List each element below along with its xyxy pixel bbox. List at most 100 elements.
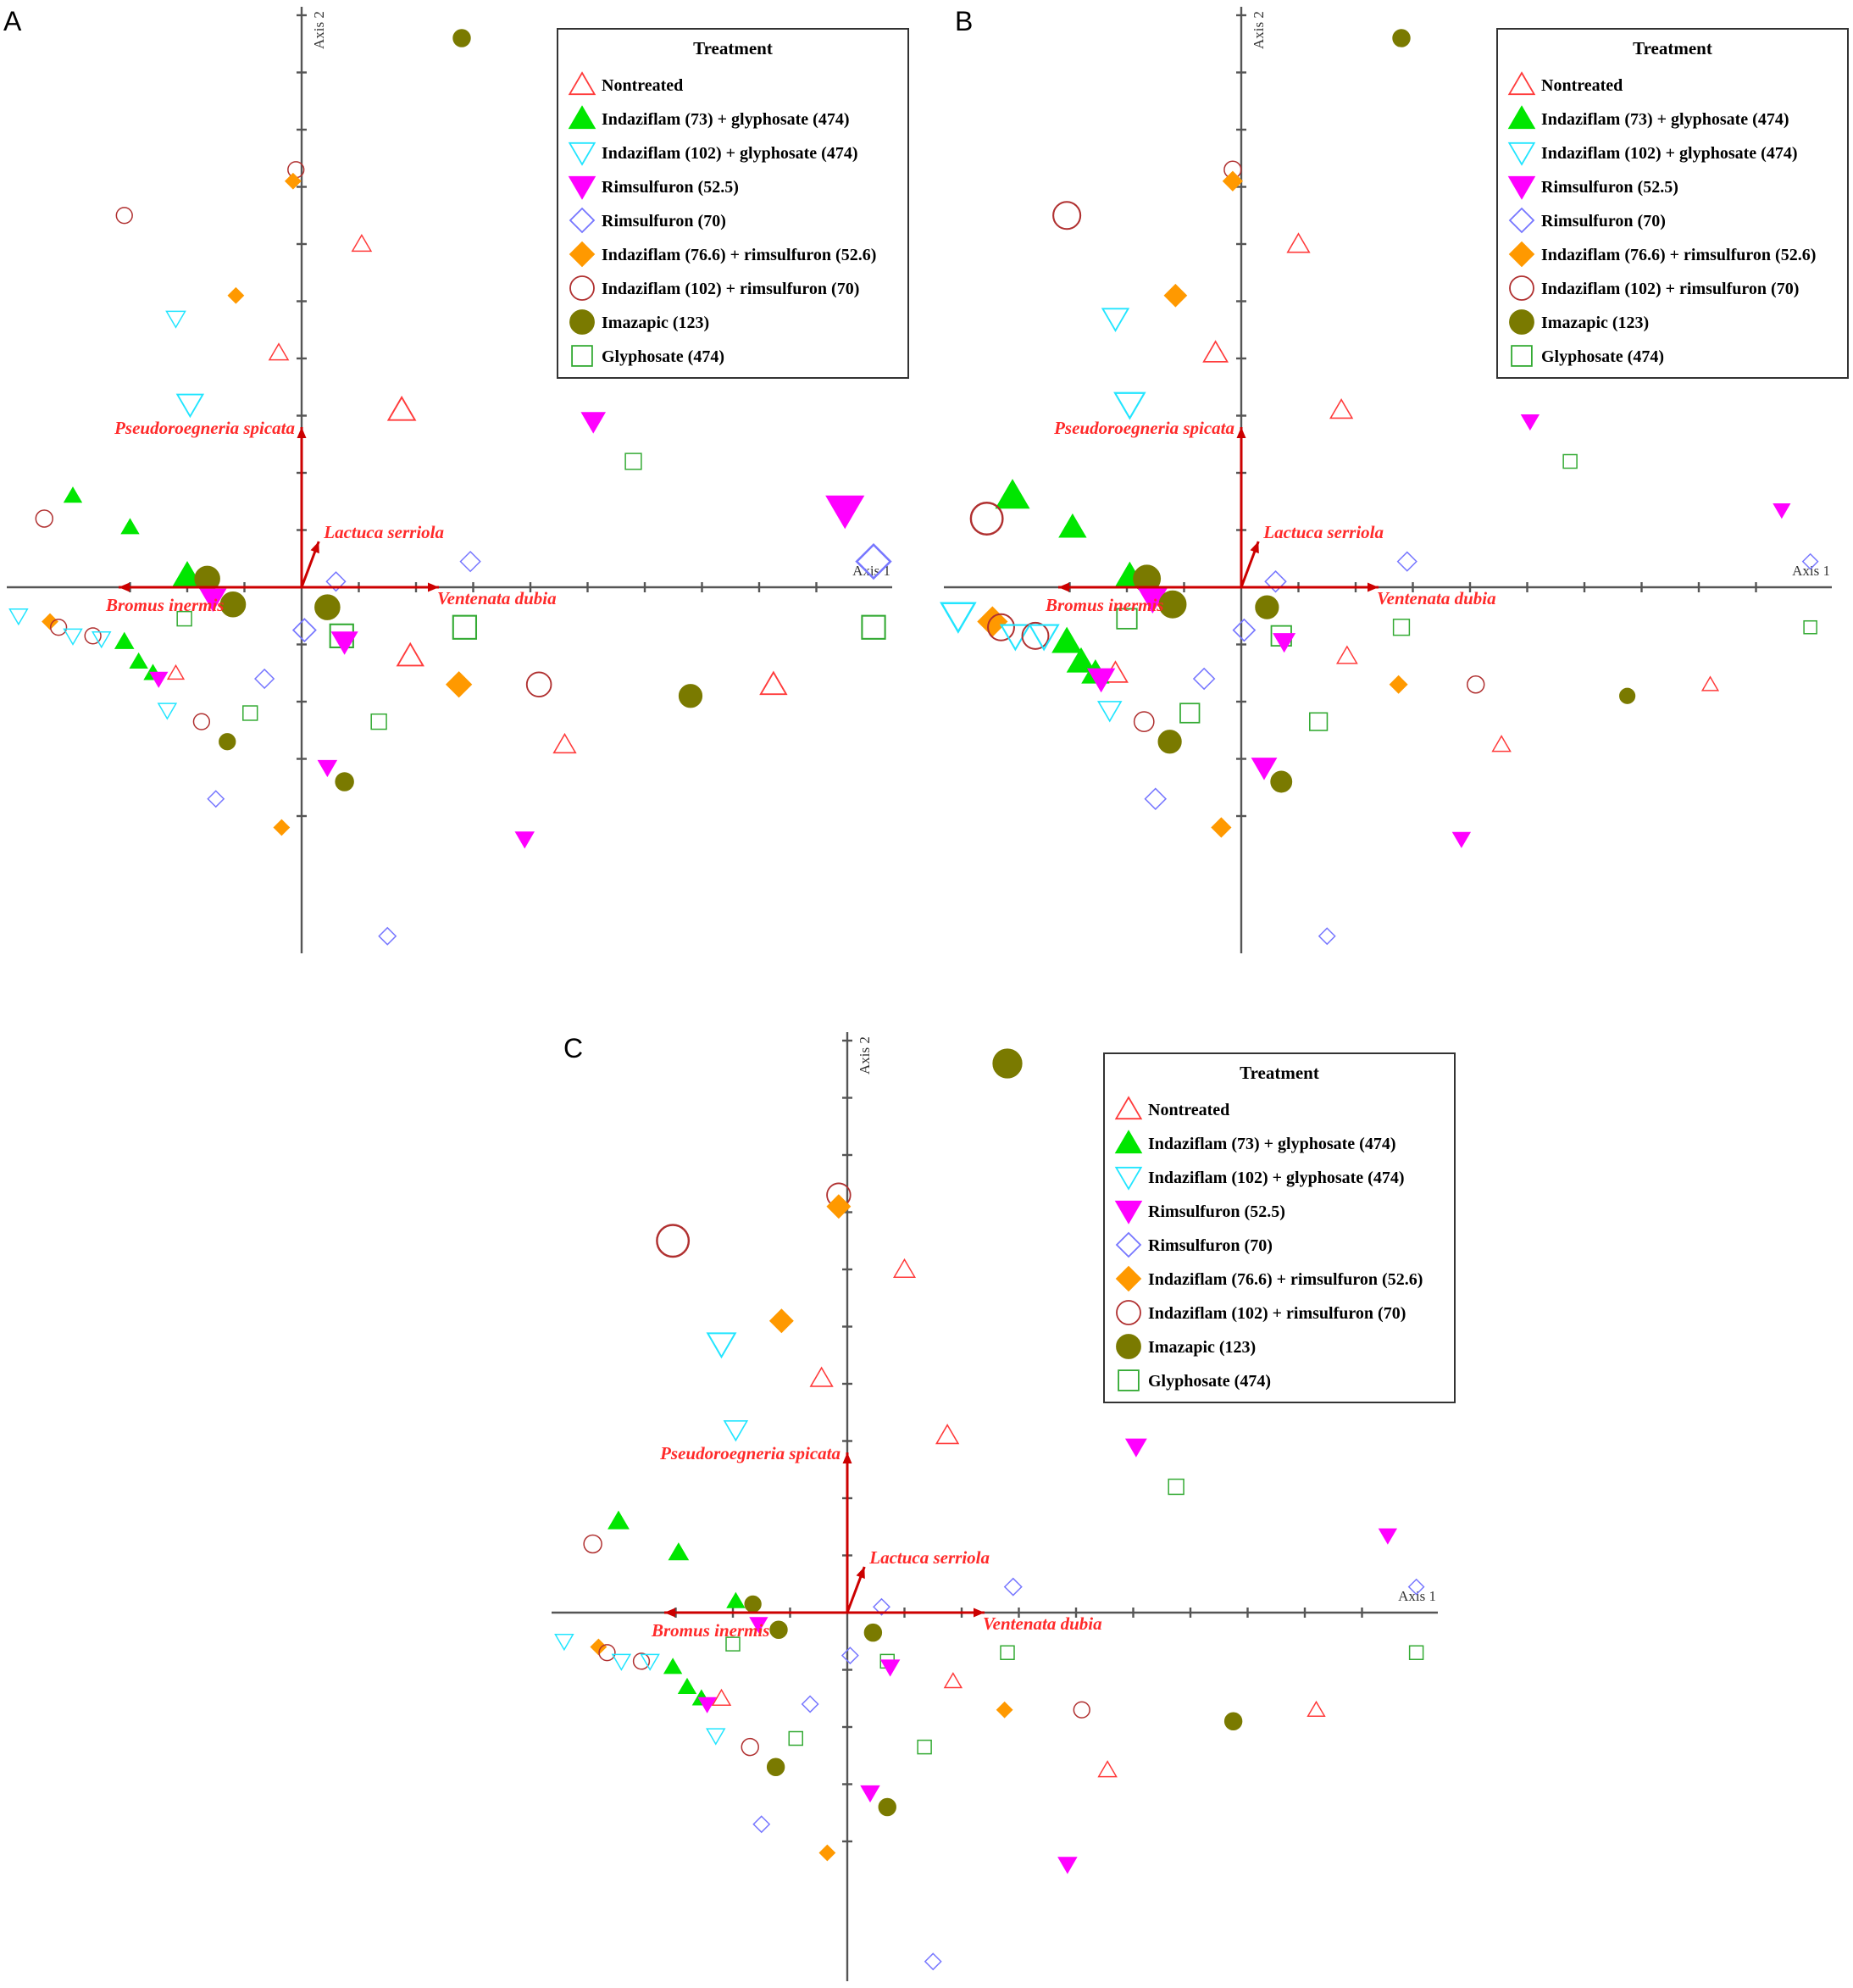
point-ind102gly bbox=[1101, 308, 1130, 332]
vector-arrowhead bbox=[974, 1608, 985, 1618]
point-ind102rim bbox=[969, 502, 1004, 536]
point-ind102gly bbox=[91, 631, 112, 649]
point-gly bbox=[1168, 1478, 1184, 1496]
point-imaz bbox=[863, 1623, 883, 1642]
vector-arrowhead bbox=[1058, 582, 1069, 592]
point-gly bbox=[1408, 1645, 1424, 1660]
legend-label-ind73gly: Indaziflam (73) + glyphosate (474) bbox=[1148, 1135, 1396, 1153]
point-ind102gly bbox=[175, 393, 205, 419]
point-rim70 bbox=[1396, 551, 1417, 572]
point-rim52 bbox=[1273, 633, 1296, 653]
point-rim52 bbox=[580, 412, 607, 434]
point-rim52 bbox=[697, 1696, 717, 1713]
y-axis-label: Axis 2 bbox=[311, 11, 327, 49]
point-nontreated bbox=[1329, 398, 1354, 419]
legend-label-nontreated: Nontreated bbox=[1541, 76, 1623, 95]
vector-arrowhead bbox=[1250, 541, 1259, 554]
point-rim70 bbox=[1232, 618, 1257, 642]
point-ind102rim bbox=[192, 713, 211, 730]
point-rim70 bbox=[207, 790, 225, 808]
panel-letter: A bbox=[3, 6, 22, 36]
point-ind766rim bbox=[996, 1701, 1013, 1719]
point-gly bbox=[1179, 702, 1201, 724]
vector-arrowhead bbox=[856, 1567, 865, 1580]
point-rim52 bbox=[879, 1659, 901, 1677]
legend-box bbox=[1496, 28, 1849, 379]
point-ind102rim bbox=[987, 613, 1015, 641]
point-ind102gly bbox=[723, 1420, 749, 1442]
vector-label: Lactuca serriola bbox=[1262, 522, 1384, 542]
point-ind102gly bbox=[63, 628, 83, 646]
point-nontreated bbox=[552, 732, 577, 754]
data-points bbox=[554, 1048, 1425, 1971]
point-nontreated bbox=[1097, 1760, 1118, 1778]
legend-marker-gly bbox=[571, 345, 593, 367]
legend-label-rim70: Rimsulfuron (70) bbox=[602, 212, 726, 230]
legend-title: Treatment bbox=[693, 38, 773, 58]
vector-arrowhead bbox=[1236, 427, 1246, 438]
point-ind766rim bbox=[1211, 817, 1232, 838]
point-gly bbox=[1309, 712, 1329, 731]
point-rim52 bbox=[149, 671, 169, 688]
point-ind73gly bbox=[1058, 513, 1087, 538]
point-rim70 bbox=[254, 668, 275, 690]
legend-label-gly: Glyphosate (474) bbox=[1148, 1372, 1271, 1391]
point-ind102gly bbox=[1113, 391, 1146, 420]
point-rim52 bbox=[1520, 414, 1540, 431]
legend-marker-rim52 bbox=[1114, 1200, 1143, 1224]
point-nontreated bbox=[1307, 1700, 1326, 1718]
point-ind102rim bbox=[1021, 621, 1050, 650]
legend-label-ind766rim: Indaziflam (76.6) + rimsulfuron (52.6) bbox=[602, 246, 876, 264]
point-nontreated bbox=[166, 664, 186, 680]
point-rim70 bbox=[752, 1815, 771, 1834]
legend-label-ind102rim: Indaziflam (102) + rimsulfuron (70) bbox=[602, 280, 859, 298]
legend-label-rim70: Rimsulfuron (70) bbox=[1541, 212, 1666, 230]
point-ind766rim bbox=[445, 671, 473, 698]
point-ind102gly bbox=[554, 1634, 574, 1652]
legend-marker-imaz bbox=[569, 309, 595, 335]
x-axis-label: Axis 1 bbox=[1398, 1588, 1436, 1604]
point-ind102gly bbox=[8, 608, 29, 626]
point-ind73gly bbox=[129, 652, 148, 669]
legend: Treatment Nontreated Indaziflam (73) + gly… bbox=[557, 28, 909, 379]
point-ind102rim bbox=[49, 619, 68, 636]
point-rim70 bbox=[855, 542, 892, 580]
point-imaz bbox=[1223, 1712, 1243, 1730]
legend-marker-ind102gly bbox=[1507, 142, 1536, 166]
legend-box bbox=[557, 28, 909, 379]
point-ind102rim bbox=[1052, 201, 1082, 230]
point-imaz bbox=[1392, 29, 1411, 47]
legend-marker-rim52 bbox=[1507, 175, 1536, 200]
point-ind73gly bbox=[668, 1542, 690, 1561]
point-imaz bbox=[744, 1595, 762, 1613]
point-gly bbox=[917, 1739, 932, 1755]
point-ind102gly bbox=[940, 602, 977, 634]
point-nontreated bbox=[943, 1672, 963, 1689]
point-rim52 bbox=[860, 1785, 880, 1803]
vector-label: Pseudoroegneria spicata bbox=[114, 418, 295, 438]
vector-label: Bromus inermis bbox=[1045, 595, 1163, 615]
legend-marker-imaz bbox=[1116, 1334, 1141, 1359]
legend-marker-ind102gly bbox=[568, 142, 596, 166]
point-imaz bbox=[992, 1048, 1023, 1079]
vector-label: Ventenata dubia bbox=[437, 588, 557, 608]
legend-label-ind102gly: Indaziflam (102) + glyphosate (474) bbox=[1148, 1169, 1405, 1187]
legend-label-ind102rim: Indaziflam (102) + rimsulfuron (70) bbox=[1541, 280, 1799, 298]
point-imaz bbox=[769, 1620, 788, 1639]
legend-label-imaz: Imazapic (123) bbox=[1148, 1338, 1256, 1357]
point-ind73gly bbox=[1066, 647, 1096, 673]
legend-label-gly: Glyphosate (474) bbox=[602, 347, 724, 366]
point-ind102rim bbox=[1073, 1701, 1090, 1719]
legend-label-ind73gly: Indaziflam (73) + glyphosate (474) bbox=[1541, 110, 1789, 129]
legend-marker-rim52 bbox=[568, 175, 596, 200]
point-ind766rim bbox=[42, 613, 58, 630]
species-vectors: Pseudoroegneria spicata Lactuca serriola B… bbox=[105, 418, 557, 615]
point-ind766rim bbox=[273, 819, 291, 836]
species-vectors: Pseudoroegneria spicata Lactuca serriola B… bbox=[1045, 418, 1496, 615]
legend-marker-ind766rim bbox=[1115, 1265, 1142, 1292]
point-ind766rim bbox=[818, 1844, 836, 1862]
legend-marker-ind73gly bbox=[1114, 1130, 1143, 1154]
point-ind766rim bbox=[977, 606, 1008, 637]
